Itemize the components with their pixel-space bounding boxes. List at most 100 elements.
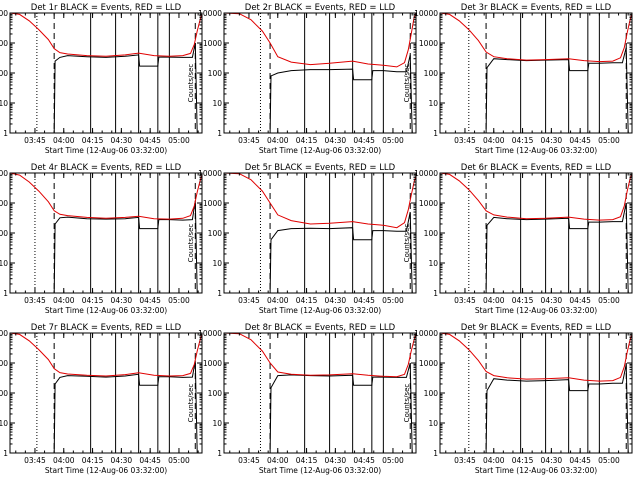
x-axis-label: Start Time (12-Aug-06 03:32:00) xyxy=(45,466,167,475)
y-tick-label: 1000 xyxy=(419,199,438,208)
x-tick-label: 04:00 xyxy=(53,296,75,305)
events-series-line xyxy=(440,202,632,293)
y-axis-label: Counts/sec xyxy=(187,64,195,103)
y-tick-label: 1000 xyxy=(419,359,438,368)
x-tick-label: 04:15 xyxy=(82,296,104,305)
lld-series-line xyxy=(224,333,416,378)
y-tick-label: 1 xyxy=(217,289,222,298)
y-tick-label: 1 xyxy=(3,289,8,298)
x-tick-label: 05:00 xyxy=(598,136,620,145)
x-tick-label: 03:45 xyxy=(454,296,476,305)
events-series-line xyxy=(10,360,202,453)
x-tick-label: 04:45 xyxy=(569,456,591,465)
events-series-line xyxy=(10,42,202,133)
events-series-line xyxy=(224,211,416,293)
detector-panel-2: Det 2r BLACK = Events, RED = LLD 1 10 100 10… xyxy=(187,3,417,155)
y-tick-label: 10 xyxy=(212,419,222,428)
x-tick-label: 05:00 xyxy=(168,456,190,465)
x-tick-label: 05:00 xyxy=(168,136,190,145)
panel-title: Det 5r BLACK = Events, RED = LLD xyxy=(245,163,396,173)
x-tick-label: 03:45 xyxy=(454,456,476,465)
y-tick-label: 1 xyxy=(433,449,438,458)
lld-series-line xyxy=(224,173,416,229)
lld-series-line xyxy=(10,173,202,220)
x-tick-label: 04:30 xyxy=(111,456,133,465)
y-tick-label: 100 xyxy=(208,389,223,398)
detector-panel-7: Det 7r BLACK = Events, RED = LLD 1 10 100 10… xyxy=(0,323,203,475)
events-series-line xyxy=(10,200,202,293)
y-tick-label: 10 xyxy=(428,99,438,108)
y-tick-label: 100 xyxy=(0,389,8,398)
y-tick-label: 10000 xyxy=(414,169,438,178)
y-tick-label: 100 xyxy=(424,389,439,398)
x-tick-label: 03:45 xyxy=(24,296,46,305)
x-tick-label: 04:15 xyxy=(82,136,104,145)
y-tick-label: 1000 xyxy=(0,359,8,368)
events-series-line xyxy=(440,364,632,453)
y-axis-label: Counts/sec xyxy=(187,384,195,423)
panel-title: Det 7r BLACK = Events, RED = LLD xyxy=(31,323,182,333)
y-tick-label: 100 xyxy=(424,69,439,78)
detector-panel-5: Det 5r BLACK = Events, RED = LLD 1 10 100 10… xyxy=(187,163,417,315)
panel-title: Det 8r BLACK = Events, RED = LLD xyxy=(245,323,396,333)
x-axis-label: Start Time (12-Aug-06 03:32:00) xyxy=(45,306,167,315)
x-tick-label: 04:30 xyxy=(325,296,347,305)
y-tick-label: 10000 xyxy=(198,9,222,18)
x-axis-label: Start Time (12-Aug-06 03:32:00) xyxy=(475,146,597,155)
x-axis-label: Start Time (12-Aug-06 03:32:00) xyxy=(259,466,381,475)
y-tick-label: 1000 xyxy=(203,359,222,368)
lld-series-line xyxy=(10,13,202,57)
x-tick-label: 04:00 xyxy=(53,456,75,465)
x-tick-label: 04:45 xyxy=(353,456,375,465)
y-tick-label: 1 xyxy=(217,449,222,458)
x-tick-label: 03:45 xyxy=(238,456,260,465)
y-tick-label: 100 xyxy=(208,69,223,78)
y-tick-label: 10 xyxy=(212,99,222,108)
detector-panel-1: Det 1r BLACK = Events, RED = LLD 1 10 100 10… xyxy=(0,3,203,155)
x-tick-label: 04:00 xyxy=(267,456,289,465)
x-tick-label: 04:30 xyxy=(325,136,347,145)
x-tick-label: 04:45 xyxy=(139,136,161,145)
y-axis-label: Counts/sec xyxy=(403,384,411,423)
y-tick-label: 10 xyxy=(428,419,438,428)
x-tick-label: 05:00 xyxy=(598,456,620,465)
x-tick-label: 04:15 xyxy=(296,136,318,145)
x-tick-label: 05:00 xyxy=(382,456,404,465)
x-tick-label: 03:45 xyxy=(24,456,46,465)
y-tick-label: 1000 xyxy=(419,39,438,48)
y-tick-label: 10000 xyxy=(0,169,8,178)
y-tick-label: 100 xyxy=(424,229,439,238)
x-tick-label: 03:45 xyxy=(238,136,260,145)
events-series-line xyxy=(224,362,416,453)
x-tick-label: 04:15 xyxy=(512,296,534,305)
lld-series-line xyxy=(440,173,632,221)
panel-title: Det 6r BLACK = Events, RED = LLD xyxy=(461,163,612,173)
y-tick-label: 1000 xyxy=(203,39,222,48)
x-tick-label: 03:45 xyxy=(238,296,260,305)
x-tick-label: 03:45 xyxy=(454,136,476,145)
x-tick-label: 04:30 xyxy=(541,136,563,145)
y-tick-label: 10 xyxy=(0,259,8,268)
panel-title: Det 9r BLACK = Events, RED = LLD xyxy=(461,323,612,333)
detector-panel-6: Det 6r BLACK = Events, RED = LLD 1 10 100 10… xyxy=(403,163,633,315)
y-tick-label: 1 xyxy=(433,129,438,138)
y-tick-label: 1 xyxy=(217,129,222,138)
x-tick-label: 04:30 xyxy=(541,296,563,305)
x-tick-label: 04:15 xyxy=(296,296,318,305)
x-axis-label: Start Time (12-Aug-06 03:32:00) xyxy=(475,306,597,315)
y-tick-label: 1000 xyxy=(203,199,222,208)
y-tick-label: 100 xyxy=(208,229,223,238)
x-tick-label: 05:00 xyxy=(382,296,404,305)
y-tick-label: 10 xyxy=(212,259,222,268)
y-tick-label: 1 xyxy=(433,289,438,298)
x-tick-label: 04:00 xyxy=(483,136,505,145)
y-tick-label: 100 xyxy=(0,69,8,78)
events-series-line xyxy=(224,54,416,133)
events-series-line xyxy=(440,47,632,133)
y-tick-label: 10000 xyxy=(414,329,438,338)
x-tick-label: 05:00 xyxy=(168,296,190,305)
y-tick-label: 1000 xyxy=(0,39,8,48)
x-tick-label: 04:45 xyxy=(569,136,591,145)
